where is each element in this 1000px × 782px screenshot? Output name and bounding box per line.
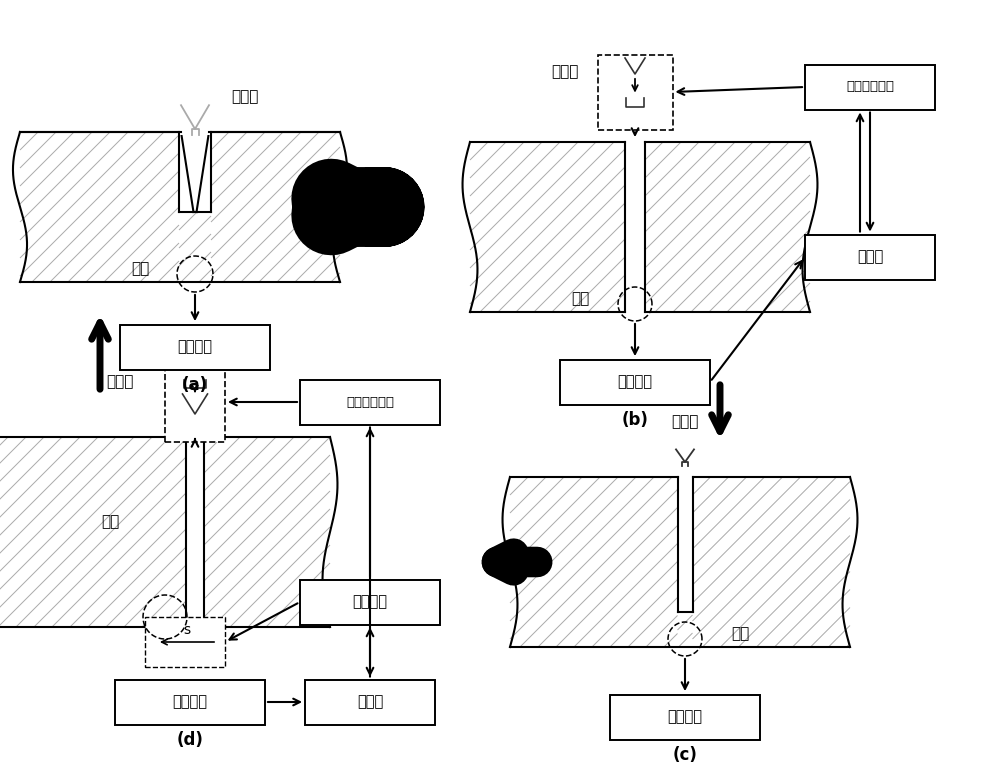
Bar bbox=[165, 362, 225, 442]
Polygon shape bbox=[181, 132, 209, 212]
Text: 激光束: 激光束 bbox=[551, 64, 579, 80]
Bar bbox=[805, 64, 935, 109]
Text: (b): (b) bbox=[622, 411, 648, 429]
Bar bbox=[0, 437, 330, 627]
Text: 控制器: 控制器 bbox=[357, 694, 383, 709]
Bar bbox=[470, 142, 810, 312]
Bar bbox=[20, 132, 340, 282]
Bar bbox=[115, 680, 265, 724]
Text: 靶材: 靶材 bbox=[131, 261, 149, 277]
Polygon shape bbox=[180, 129, 210, 135]
Text: (a): (a) bbox=[182, 376, 208, 394]
Text: 靶材: 靶材 bbox=[571, 292, 589, 307]
Text: 激光束: 激光束 bbox=[231, 89, 259, 105]
Text: 激光束: 激光束 bbox=[671, 414, 699, 429]
Bar bbox=[598, 55, 672, 130]
Bar bbox=[560, 360, 710, 404]
Bar bbox=[186, 437, 204, 627]
Text: 光束整形系统: 光束整形系统 bbox=[846, 81, 894, 94]
Bar bbox=[510, 477, 850, 647]
Text: 监测装置: 监测装置 bbox=[178, 339, 212, 354]
Bar bbox=[678, 477, 692, 612]
Text: 靶材: 靶材 bbox=[101, 515, 119, 529]
Bar bbox=[610, 694, 760, 740]
Text: 监测装置: 监测装置 bbox=[173, 694, 208, 709]
Text: (d): (d) bbox=[177, 731, 203, 749]
Text: 控制器: 控制器 bbox=[857, 249, 883, 264]
Text: 光束整形系统: 光束整形系统 bbox=[346, 396, 394, 408]
Text: (c): (c) bbox=[673, 746, 697, 764]
Bar bbox=[120, 325, 270, 370]
Bar bbox=[625, 142, 645, 312]
Bar bbox=[145, 617, 225, 667]
Bar bbox=[300, 379, 440, 425]
Text: 监测装置: 监测装置 bbox=[668, 709, 702, 724]
Text: 激光束: 激光束 bbox=[106, 375, 134, 389]
Text: 监测装置: 监测装置 bbox=[618, 375, 652, 389]
Text: 运动系统: 运动系统 bbox=[352, 594, 388, 609]
Bar bbox=[300, 579, 440, 625]
Bar bbox=[805, 235, 935, 279]
Text: s: s bbox=[183, 623, 191, 637]
Bar bbox=[305, 680, 435, 724]
Bar bbox=[179, 132, 211, 212]
Text: 靶材: 靶材 bbox=[731, 626, 749, 641]
